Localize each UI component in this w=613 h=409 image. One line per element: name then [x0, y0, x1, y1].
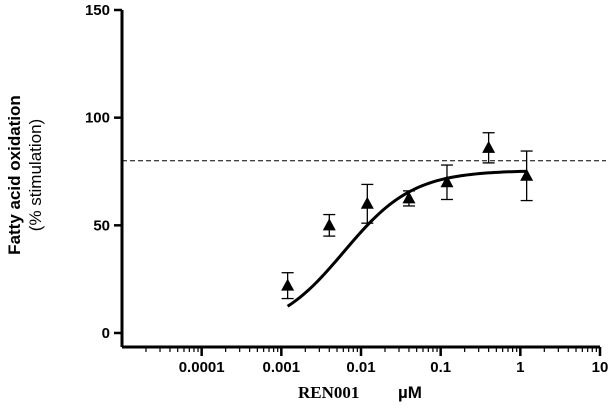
x-axis-label-compound: REN001 [298, 383, 359, 402]
y-tick-label: 150 [85, 2, 110, 19]
y-tick-label: 100 [85, 110, 110, 127]
y-axis-label-line2: (% stimulation) [26, 119, 45, 231]
y-tick-label: 50 [93, 217, 110, 234]
triangle-marker [482, 140, 496, 153]
x-tick-label: 1 [516, 359, 524, 376]
data-points [281, 132, 534, 300]
y-axis-label: Fatty acid oxidation (% stimulation) [5, 95, 45, 255]
x-axis-ticks: 0.0001 0.001 0.01 0.1 1 10 [145, 347, 609, 376]
x-tick-label: 10 [592, 359, 609, 376]
x-tick-label: 0.1 [430, 359, 451, 376]
y-axis-ticks: 0 50 100 150 [85, 2, 122, 342]
x-tick-label: 0.01 [346, 359, 375, 376]
fit-curve [286, 169, 527, 308]
triangle-marker [520, 168, 534, 181]
fit-curve-group [286, 169, 527, 308]
x-tick-label: 0.0001 [179, 359, 225, 376]
triangle-marker [440, 175, 454, 188]
y-tick-label: 0 [102, 325, 110, 342]
triangle-marker [281, 278, 295, 291]
triangle-marker [360, 196, 374, 209]
x-axis-label-unit: µM [398, 383, 422, 402]
y-axis-label-line1: Fatty acid oxidation [5, 95, 24, 255]
triangle-marker [322, 218, 336, 231]
triangle-marker [402, 191, 416, 204]
x-tick-label: 0.001 [263, 359, 301, 376]
